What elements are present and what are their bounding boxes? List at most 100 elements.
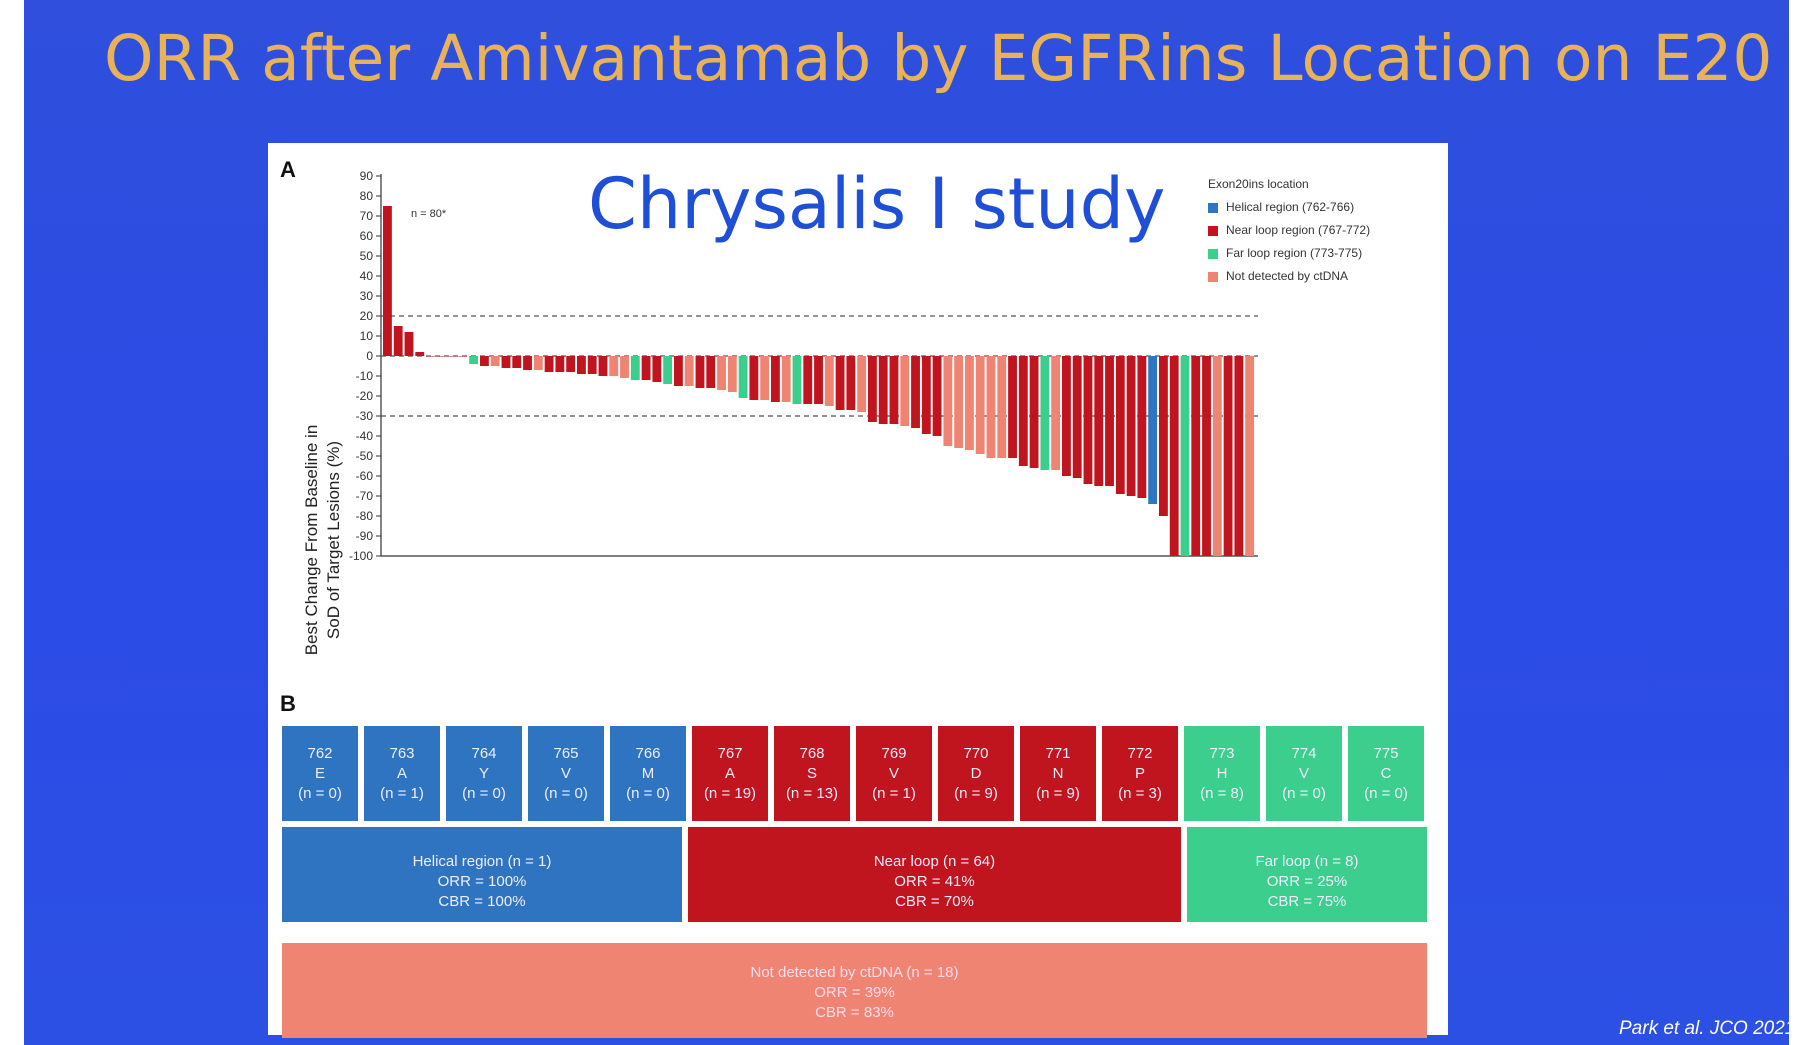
bar	[965, 356, 974, 450]
cell-n: (n = 0)	[1364, 785, 1408, 802]
cell-pos: 771	[1045, 745, 1071, 762]
position-cell-763: 763 A (n = 1)	[364, 726, 440, 821]
legend-label: Near loop region (767-772)	[1226, 223, 1371, 237]
bar	[1062, 356, 1071, 476]
bar	[986, 356, 996, 458]
legend-swatch	[1208, 248, 1218, 259]
cell-n: (n = 1)	[872, 785, 916, 802]
bar	[684, 356, 694, 386]
cell-n: (n = 0)	[544, 785, 588, 802]
position-cell-769: 769 V (n = 1)	[856, 726, 932, 821]
cell-aa: C	[1380, 765, 1392, 782]
region-name: Near loop (n = 64)	[873, 853, 996, 870]
region-cbr: CBR = 75%	[1267, 893, 1347, 910]
bar	[1223, 356, 1233, 556]
legend-item-helical: Helical region (762-766)	[1208, 196, 1370, 219]
region-cbr: CBR = 83%	[815, 1004, 894, 1021]
bar	[1105, 356, 1114, 486]
bar	[1159, 356, 1168, 516]
cell-n: (n = 0)	[626, 785, 670, 802]
waterfall-chart: 90 80 70 60 50 40 30 20 10 0 -10 -20 -30 -40 -50 -60 -70…	[349, 169, 1258, 563]
cell-pos: 770	[963, 745, 989, 762]
bar	[1051, 356, 1061, 470]
region-orr: ORR = 25%	[1266, 873, 1348, 890]
region-name: Helical region (n = 1)	[412, 853, 552, 870]
position-cell-764: 764 Y (n = 0)	[446, 726, 522, 821]
bar	[1212, 356, 1222, 556]
cell-pos: 764	[471, 745, 497, 762]
cell-n: (n = 0)	[298, 785, 342, 802]
bar	[760, 356, 770, 400]
y-tick-label: -80	[356, 509, 374, 523]
bar	[1029, 356, 1039, 468]
bar	[889, 356, 899, 424]
bar	[824, 356, 834, 406]
bar	[706, 356, 716, 388]
bar	[792, 356, 802, 404]
legend-label: Helical region (762-766)	[1226, 200, 1355, 214]
y-tick-label: -40	[356, 429, 374, 443]
y-tick-label: 70	[360, 209, 374, 223]
region-helical: Helical region (n = 1) ORR = 100% CBR = …	[282, 827, 682, 922]
region-orr: ORR = 41%	[894, 873, 975, 890]
cell-n: (n = 3)	[1118, 785, 1162, 802]
cell-pos: 766	[635, 745, 661, 762]
region-row: Helical region (n = 1) ORR = 100% CBR = …	[282, 827, 1427, 922]
bar	[566, 356, 576, 372]
y-tick-label: -100	[349, 549, 373, 563]
bar	[598, 356, 608, 376]
panel-label-b: B	[280, 691, 296, 716]
cell-aa: H	[1216, 765, 1228, 782]
y-tick-label: -70	[356, 489, 374, 503]
cell-pos: 773	[1209, 745, 1235, 762]
bar	[975, 356, 985, 454]
sample-size-label: n = 80*	[411, 208, 447, 220]
cell-aa: N	[1052, 765, 1064, 782]
cell-pos: 763	[389, 745, 415, 762]
position-cell-771: 771 N (n = 9)	[1020, 726, 1096, 821]
region-orr: ORR = 100%	[437, 873, 527, 890]
cell-aa: A	[396, 765, 407, 782]
position-grid: 762 E (n = 0) 763 A (n = 1) 764 Y (n = 0) 765 V (n …	[282, 726, 1427, 821]
position-cell-775: 775 C (n = 0)	[1348, 726, 1424, 821]
bar	[609, 356, 619, 376]
bar	[1202, 356, 1211, 556]
region-orr: ORR = 39%	[814, 984, 895, 1001]
bar	[1148, 356, 1158, 504]
y-tick-label: -60	[356, 469, 374, 483]
bar	[1137, 356, 1147, 498]
bar	[1234, 356, 1244, 556]
cell-pos: 774	[1291, 745, 1317, 762]
cell-pos: 767	[717, 745, 743, 762]
cell-pos: 772	[1127, 745, 1153, 762]
bar	[835, 356, 845, 410]
position-cell-767: 767 A (n = 19)	[692, 726, 768, 821]
bar	[911, 356, 920, 428]
region-cbr: CBR = 100%	[438, 893, 526, 910]
legend-item-not-detected: Not detected by ctDNA	[1208, 265, 1370, 288]
legend-swatch	[1208, 225, 1218, 236]
bar	[577, 356, 586, 374]
legend-label: Far loop region (773-775)	[1226, 246, 1363, 260]
y-tick-label: 30	[360, 289, 374, 303]
bar	[404, 332, 414, 356]
position-cell-774: 774 V (n = 0)	[1266, 726, 1342, 821]
position-cell-773: 773 H (n = 8)	[1184, 726, 1260, 821]
slide-title: ORR after Amivantamab by EGFRins Locatio…	[104, 22, 1773, 95]
bar	[997, 356, 1007, 458]
cell-aa: D	[970, 765, 982, 782]
legend-label: Not detected by ctDNA	[1226, 269, 1349, 283]
cell-pos: 769	[881, 745, 907, 762]
bar	[480, 356, 489, 366]
cell-aa: E	[314, 765, 325, 782]
region-far-loop: Far loop (n = 8) ORR = 25% CBR = 75%	[1187, 827, 1427, 922]
bar	[738, 356, 748, 398]
position-cell-770: 770 D (n = 9)	[938, 726, 1014, 821]
bar	[436, 356, 446, 357]
bar	[1180, 356, 1190, 556]
bar	[717, 356, 726, 390]
bar	[1040, 356, 1050, 470]
y-tick-label: -90	[356, 529, 374, 543]
y-tick-label: -50	[356, 449, 374, 463]
bar	[1018, 356, 1028, 466]
